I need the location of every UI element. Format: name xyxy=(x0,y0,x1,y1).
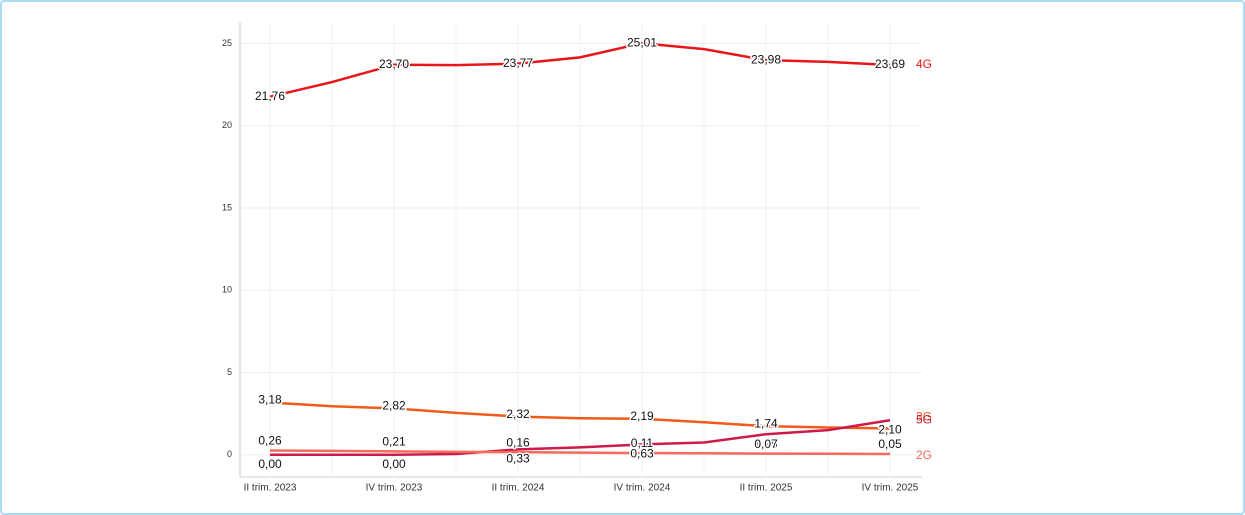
data-label: 0,07 xyxy=(754,437,778,451)
y-tick-label: 5 xyxy=(227,367,232,377)
series-end-label: 5G xyxy=(916,412,932,426)
data-label: 23,98 xyxy=(751,52,781,66)
data-label: 0,05 xyxy=(878,437,902,451)
data-label: 25,01 xyxy=(627,35,657,49)
data-label: 2,32 xyxy=(506,407,530,421)
series-line xyxy=(269,401,891,430)
series-line xyxy=(269,41,891,98)
series-end-label: 2G xyxy=(916,448,932,462)
data-label: 23,77 xyxy=(503,56,533,70)
data-label: 0,63 xyxy=(630,447,654,461)
series-line xyxy=(269,449,891,456)
data-label: 0,26 xyxy=(258,434,282,448)
y-tick-label: 10 xyxy=(222,285,232,295)
x-tick-label: II trim. 2023 xyxy=(244,483,297,494)
y-tick-label: 20 xyxy=(222,120,232,130)
data-label: 0,33 xyxy=(506,452,530,466)
data-label: 1,74 xyxy=(754,416,778,430)
x-tick-label: IV trim. 2025 xyxy=(862,483,919,494)
data-label: 23,69 xyxy=(875,57,905,71)
y-tick-label: 0 xyxy=(227,449,232,459)
x-tick-label: II trim. 2025 xyxy=(740,483,793,494)
data-label: 2,10 xyxy=(878,422,902,436)
data-label: 2,19 xyxy=(630,409,654,423)
data-label: 1,25 xyxy=(754,436,778,450)
x-tick-label: IV trim. 2024 xyxy=(614,483,671,494)
data-label: 0,11 xyxy=(631,436,654,450)
x-tick-label: II trim. 2024 xyxy=(492,483,545,494)
data-label: 0,00 xyxy=(382,457,406,471)
data-label: 0,21 xyxy=(382,435,406,449)
series-end-label: 3G xyxy=(916,410,932,424)
data-label: 0,16 xyxy=(506,435,530,449)
data-label: 23,70 xyxy=(379,57,409,71)
data-label: 2,82 xyxy=(382,399,406,413)
series-end-label: 4G xyxy=(916,57,932,71)
data-label: 0,00 xyxy=(258,457,282,471)
y-tick-label: 15 xyxy=(222,202,232,212)
x-tick-label: IV trim. 2023 xyxy=(366,483,423,494)
y-tick-label: 25 xyxy=(222,38,232,48)
data-label: 3,18 xyxy=(258,393,282,407)
data-label: 21,76 xyxy=(255,89,285,103)
series-line xyxy=(270,418,891,457)
